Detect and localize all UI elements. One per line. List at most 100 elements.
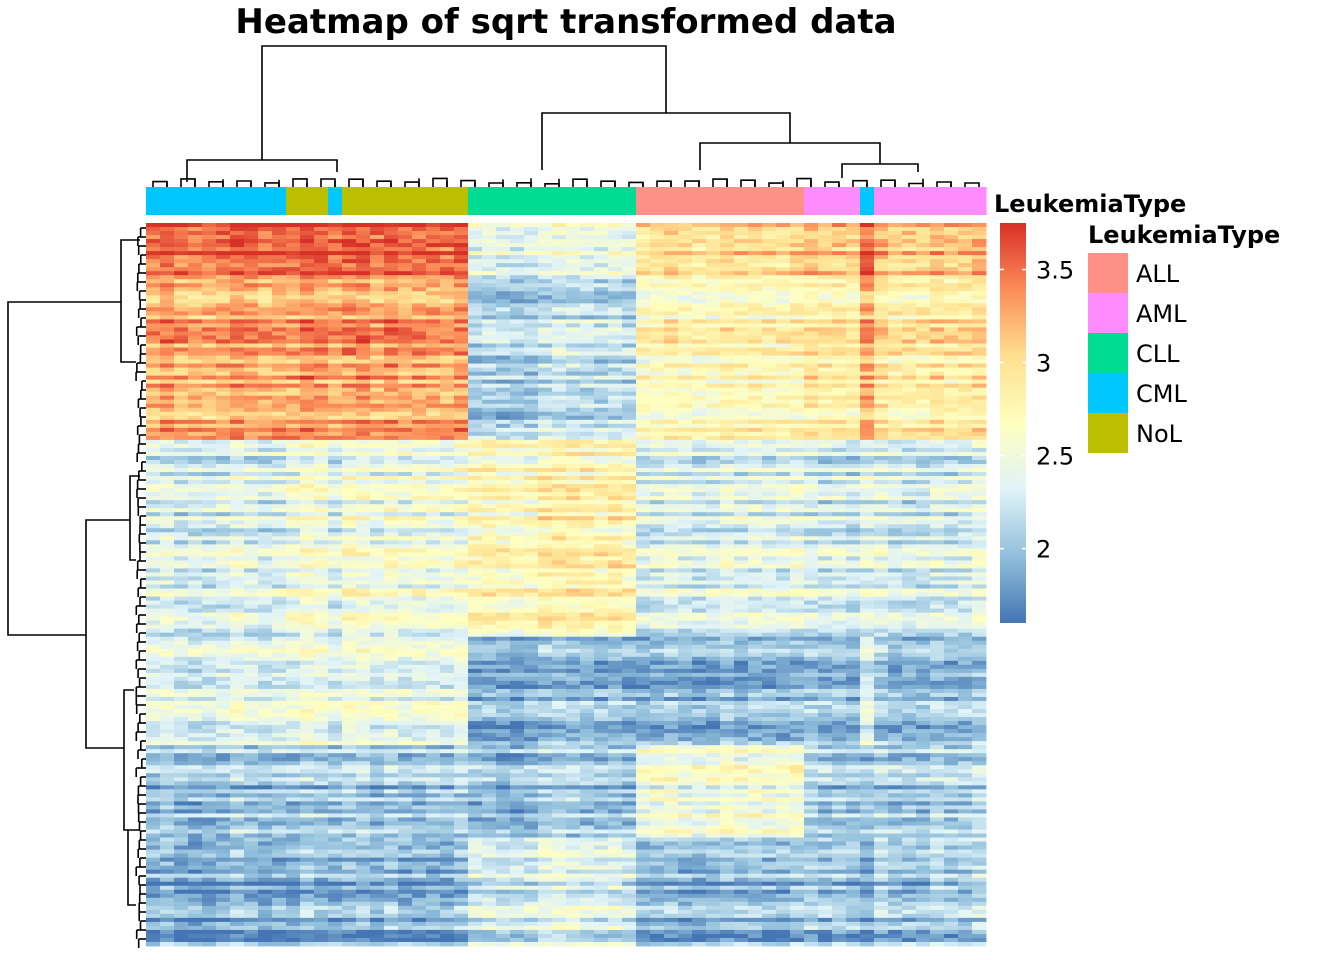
heatmap-cell bbox=[566, 512, 581, 517]
heatmap-cell bbox=[692, 307, 707, 312]
heatmap-cell bbox=[244, 303, 259, 308]
heatmap-cell bbox=[636, 524, 651, 529]
heatmap-cell bbox=[944, 395, 959, 401]
heatmap-cell bbox=[748, 355, 763, 360]
heatmap-cell bbox=[944, 468, 959, 473]
heatmap-cell bbox=[622, 279, 637, 284]
heatmap-cell bbox=[622, 223, 637, 228]
heatmap-cell bbox=[720, 307, 735, 312]
heatmap-cell bbox=[678, 480, 693, 485]
heatmap-cell bbox=[202, 472, 217, 477]
heatmap-cell bbox=[146, 255, 161, 260]
heatmap-cell bbox=[790, 415, 805, 421]
heatmap-cell bbox=[804, 459, 819, 465]
heatmap-cell bbox=[356, 283, 371, 288]
heatmap-cell bbox=[314, 227, 329, 232]
heatmap-cell bbox=[342, 331, 357, 336]
heatmap-cell bbox=[286, 311, 301, 316]
heatmap-cell bbox=[272, 516, 287, 521]
heatmap-cell bbox=[902, 379, 917, 385]
heatmap-cell bbox=[916, 371, 931, 377]
heatmap-cell bbox=[440, 423, 455, 429]
heatmap-cell bbox=[580, 275, 595, 280]
heatmap-cell bbox=[832, 259, 847, 264]
heatmap-cell bbox=[426, 407, 441, 413]
heatmap-cell bbox=[636, 451, 651, 457]
heatmap-cell bbox=[398, 459, 413, 465]
heatmap-cell bbox=[860, 524, 875, 529]
heatmap-cell bbox=[818, 484, 833, 489]
heatmap-cell bbox=[580, 427, 595, 433]
heatmap-cell bbox=[748, 464, 763, 469]
heatmap-cell bbox=[482, 472, 497, 477]
heatmap-cell bbox=[972, 443, 987, 449]
heatmap-cell bbox=[734, 427, 749, 433]
heatmap-cell bbox=[216, 259, 231, 264]
heatmap-cell bbox=[692, 427, 707, 433]
heatmap-cell bbox=[818, 383, 833, 389]
heatmap-cell bbox=[384, 291, 399, 296]
heatmap-cell bbox=[174, 231, 189, 236]
heatmap-cell bbox=[552, 263, 567, 268]
heatmap-cell bbox=[342, 363, 357, 368]
heatmap-cell bbox=[776, 443, 791, 449]
heatmap-cell bbox=[664, 407, 679, 413]
heatmap-cell bbox=[524, 435, 539, 441]
heatmap-cell bbox=[902, 323, 917, 328]
heatmap-cell bbox=[748, 451, 763, 457]
heatmap-cell bbox=[664, 411, 679, 417]
heatmap-cell bbox=[804, 371, 819, 377]
heatmap-cell bbox=[188, 524, 203, 529]
heatmap-cell bbox=[622, 359, 637, 364]
heatmap-cell bbox=[468, 295, 483, 300]
heatmap-cell bbox=[720, 415, 735, 421]
heatmap-cell bbox=[860, 327, 875, 332]
heatmap-cell bbox=[678, 311, 693, 316]
heatmap-cell bbox=[874, 239, 889, 244]
heatmap-cell bbox=[762, 516, 777, 521]
heatmap-cell bbox=[566, 255, 581, 260]
heatmap-cell bbox=[944, 383, 959, 389]
heatmap-cell bbox=[202, 263, 217, 268]
heatmap-cell bbox=[692, 235, 707, 240]
heatmap-cell bbox=[790, 403, 805, 409]
heatmap-cell bbox=[230, 311, 245, 316]
heatmap-cell bbox=[902, 287, 917, 292]
heatmap-cell bbox=[258, 239, 273, 244]
heatmap-cell bbox=[790, 299, 805, 304]
heatmap-cell bbox=[538, 500, 553, 505]
heatmap-cell bbox=[552, 415, 567, 421]
heatmap-cell bbox=[286, 524, 301, 529]
heatmap-cell bbox=[258, 443, 273, 449]
heatmap-cell bbox=[552, 472, 567, 477]
heatmap-cell bbox=[244, 239, 259, 244]
heatmap-cell bbox=[286, 223, 301, 228]
heatmap-cell bbox=[524, 383, 539, 389]
heatmap-cell bbox=[860, 259, 875, 264]
heatmap-cell bbox=[440, 387, 455, 393]
heatmap-cell bbox=[202, 267, 217, 272]
heatmap-cell bbox=[580, 231, 595, 236]
heatmap-cell bbox=[790, 331, 805, 336]
heatmap-cell bbox=[174, 355, 189, 360]
heatmap-cell bbox=[832, 423, 847, 429]
heatmap-cell bbox=[286, 488, 301, 493]
heatmap-cell bbox=[468, 480, 483, 485]
heatmap-cell bbox=[300, 459, 315, 465]
heatmap-cell bbox=[790, 508, 805, 513]
heatmap-cell bbox=[902, 375, 917, 381]
heatmap-cell bbox=[356, 423, 371, 429]
heatmap-cell bbox=[650, 331, 665, 336]
heatmap-cell bbox=[454, 447, 469, 453]
heatmap-cell bbox=[972, 459, 987, 465]
heatmap-cell bbox=[958, 263, 973, 268]
heatmap-cell bbox=[720, 391, 735, 397]
heatmap-cell bbox=[244, 528, 259, 533]
heatmap-cell bbox=[146, 468, 161, 473]
heatmap-cell bbox=[678, 251, 693, 256]
heatmap-cell bbox=[776, 371, 791, 377]
heatmap-cell bbox=[832, 367, 847, 373]
heatmap-cell bbox=[888, 532, 903, 537]
heatmap-cell bbox=[342, 399, 357, 405]
heatmap-cell bbox=[468, 351, 483, 356]
